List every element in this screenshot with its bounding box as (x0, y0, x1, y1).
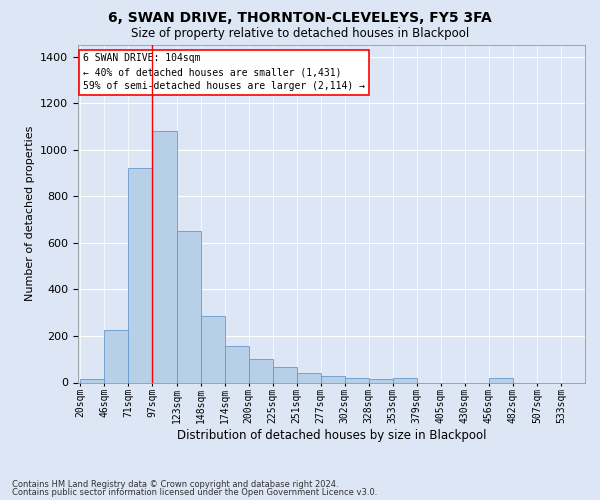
Bar (345, 378, 369, 382)
Bar (80, 379, 104, 382)
Text: Contains HM Land Registry data © Crown copyright and database right 2024.: Contains HM Land Registry data © Crown c… (12, 480, 338, 489)
Bar (104, 330, 128, 382)
Bar (489, 378, 513, 382)
Text: 6, SWAN DRIVE, THORNTON-CLEVELEYS, FY5 3FA: 6, SWAN DRIVE, THORNTON-CLEVELEYS, FY5 3… (108, 11, 492, 25)
Bar (152, 131, 176, 382)
Bar (248, 359, 272, 382)
Y-axis label: Number of detached properties: Number of detached properties (25, 126, 35, 302)
Bar (320, 376, 345, 382)
Bar (128, 168, 152, 382)
Bar (296, 372, 320, 382)
Text: Contains public sector information licensed under the Open Government Licence v3: Contains public sector information licen… (12, 488, 377, 497)
X-axis label: Distribution of detached houses by size in Blackpool: Distribution of detached houses by size … (177, 429, 486, 442)
Bar (369, 379, 393, 382)
Text: 6 SWAN DRIVE: 104sqm
← 40% of detached houses are smaller (1,431)
59% of semi-de: 6 SWAN DRIVE: 104sqm ← 40% of detached h… (83, 54, 365, 92)
Bar (393, 378, 417, 382)
Bar (224, 346, 248, 382)
Bar (176, 231, 200, 382)
Bar (272, 368, 296, 382)
Text: Size of property relative to detached houses in Blackpool: Size of property relative to detached ho… (131, 27, 469, 40)
Bar (200, 316, 224, 382)
